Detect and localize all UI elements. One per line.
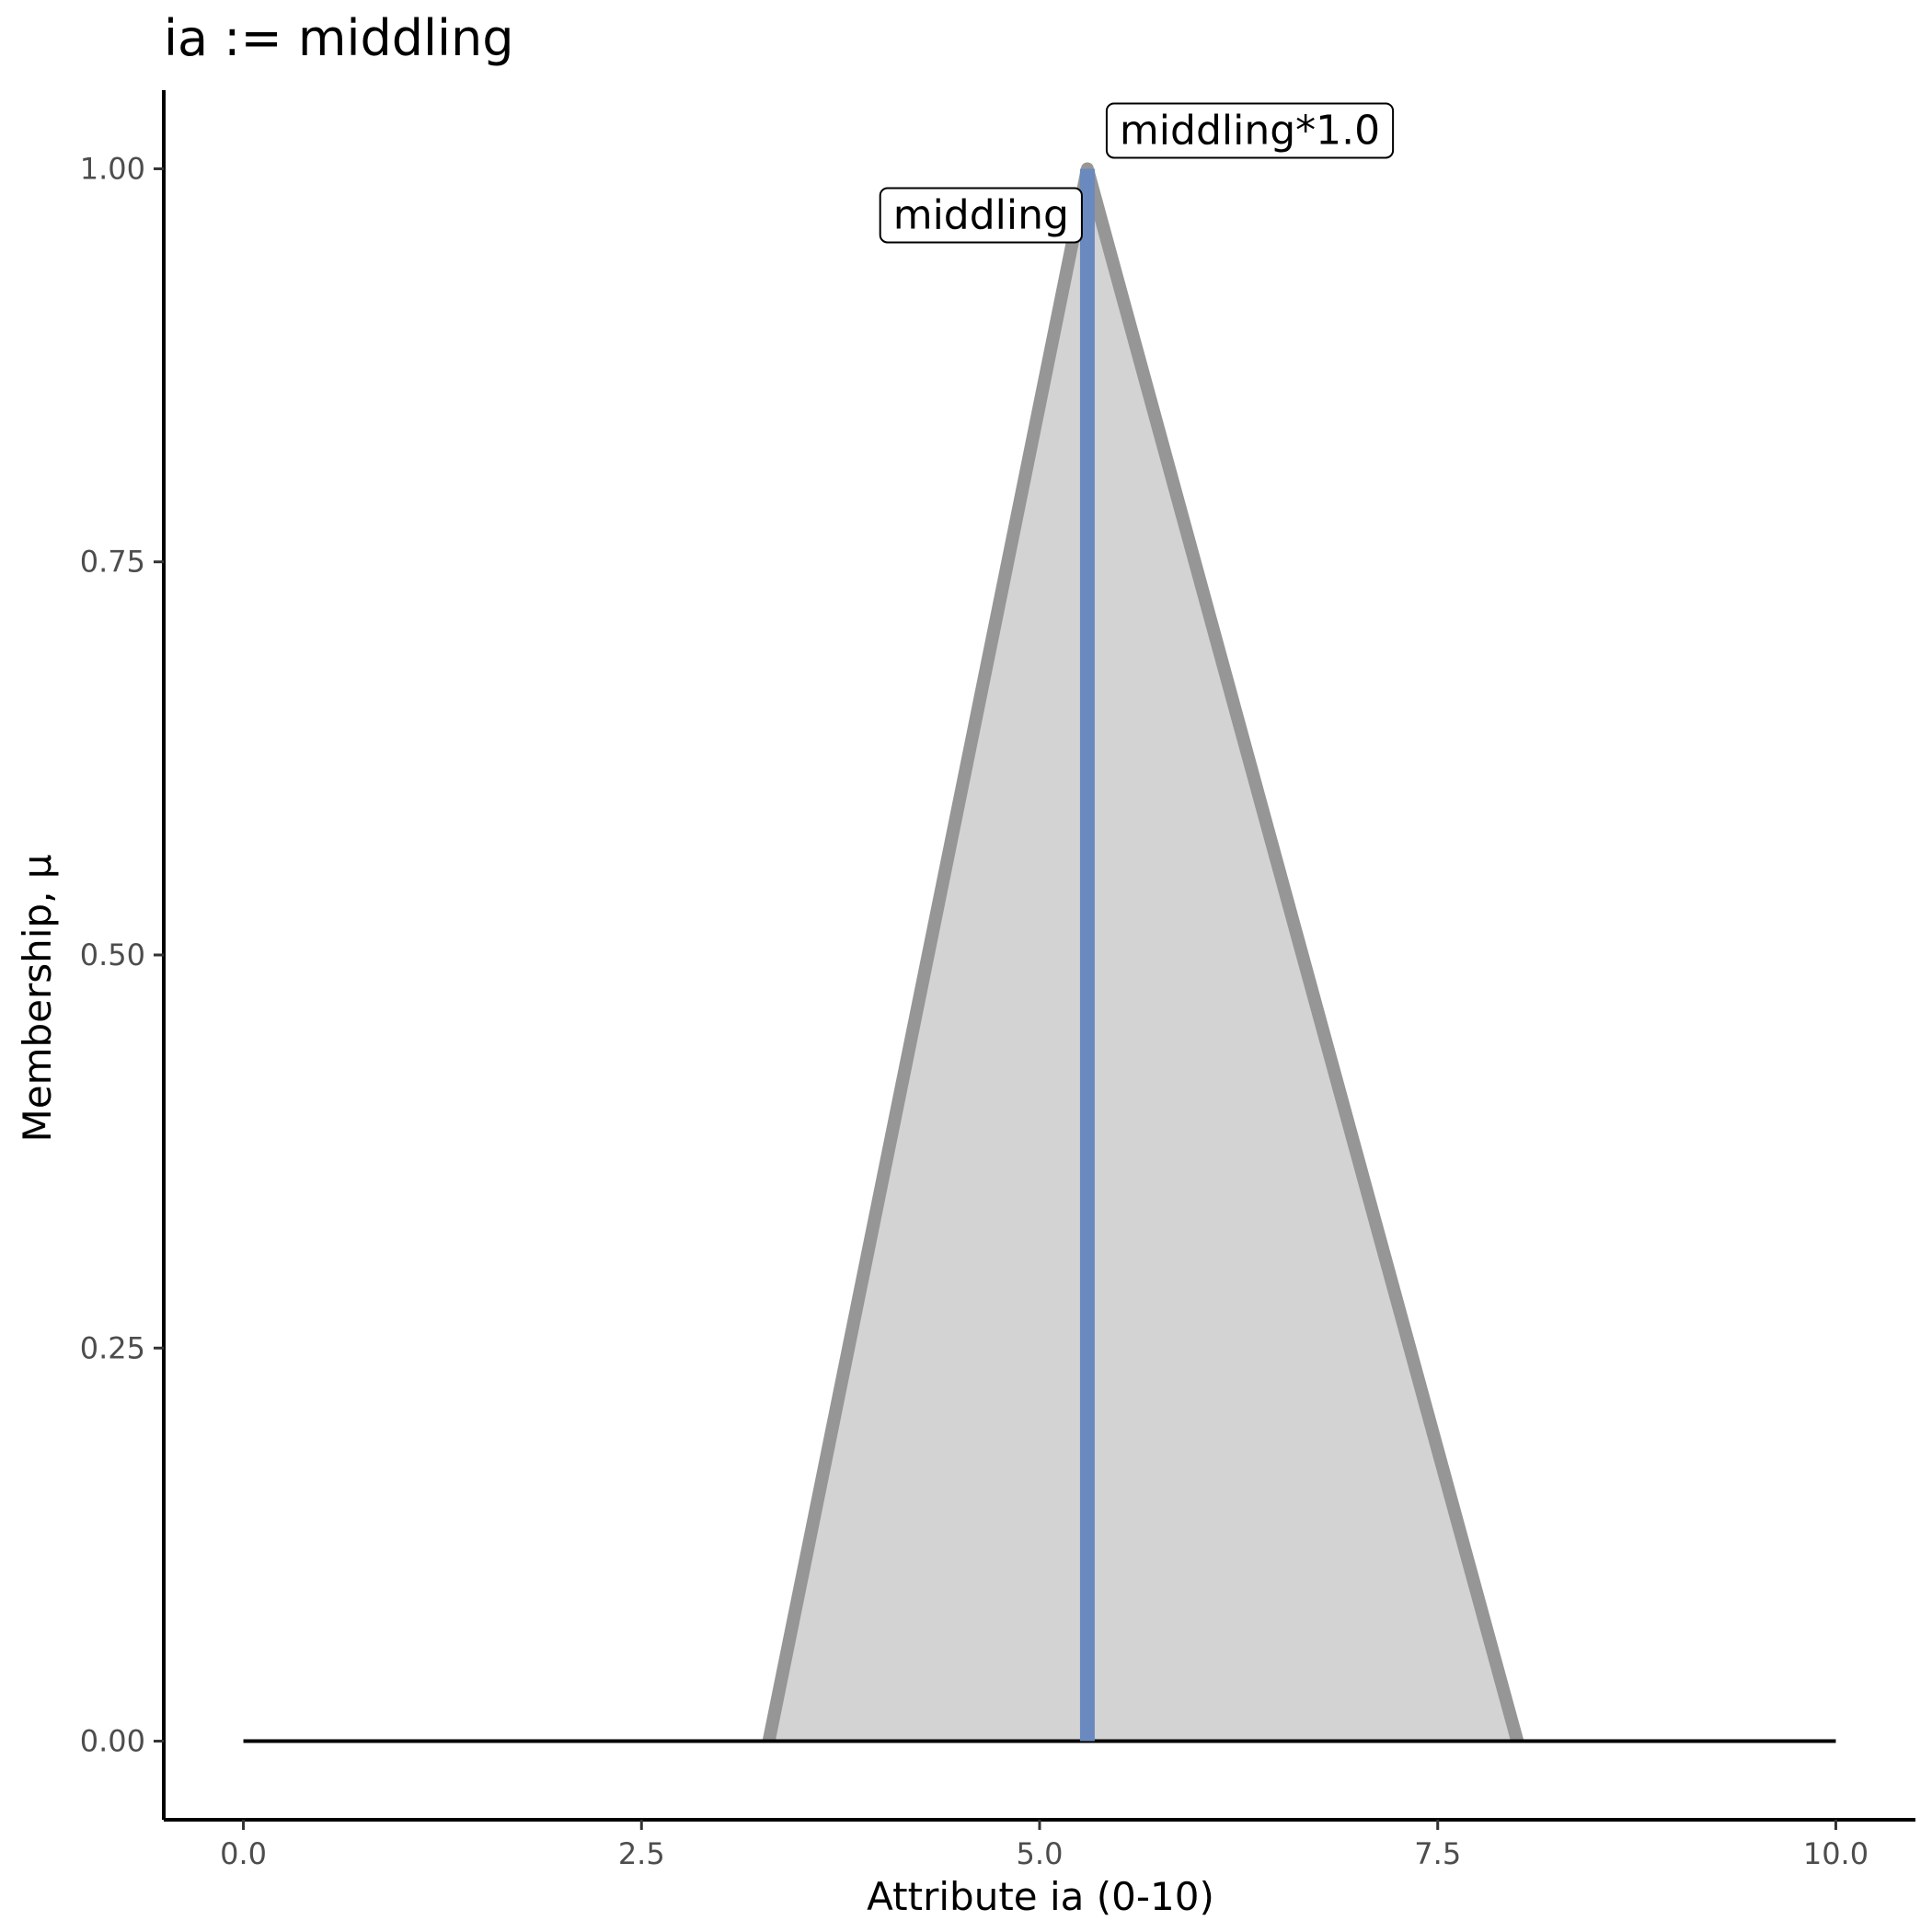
y-tick-label: 0.00: [80, 1724, 145, 1759]
annotation-label: middling*1.0: [1105, 102, 1395, 159]
x-tick-label: 5.0: [1017, 1836, 1064, 1871]
annotation-box: [879, 187, 1083, 244]
x-tick-label: 0.0: [220, 1836, 267, 1871]
y-tick-label: 0.75: [80, 545, 145, 580]
x-axis-title: Attribute ia (0-10): [867, 1874, 1214, 1919]
chart-title: ia := middling: [164, 9, 514, 67]
plot-area: 0.0 2.5 5.0 7.5 10.0 0.00 0.25 0.50 0.75 1.00 midd…: [80, 90, 1915, 1871]
y-axis-title: Membership, μ: [15, 854, 60, 1142]
annotation-text: middling*1.0: [1120, 107, 1380, 154]
x-tick-label: 2.5: [618, 1836, 665, 1871]
y-tick-label: 0.25: [80, 1330, 145, 1365]
annotation-box: [1105, 102, 1395, 159]
y-tick-label: 0.50: [80, 937, 145, 972]
x-tick-label: 7.5: [1414, 1836, 1461, 1871]
membership-area-fill: [768, 168, 1518, 1742]
annotation-label: middling: [879, 187, 1083, 244]
y-tick-label: 1.00: [80, 151, 145, 186]
annotation-text: middling: [893, 191, 1069, 238]
x-tick-label: 10.0: [1803, 1836, 1869, 1871]
